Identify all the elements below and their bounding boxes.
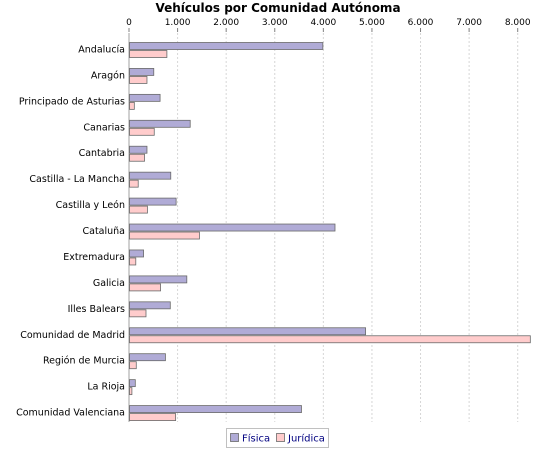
category-label: Aragón [91, 70, 125, 81]
bar-fisica [129, 353, 166, 362]
bar-fisica [129, 327, 367, 336]
bar-juridica [129, 361, 137, 370]
bar-juridica [129, 283, 161, 292]
bar-fisica [129, 249, 144, 258]
bar-juridica [129, 413, 177, 421]
bar-juridica [129, 76, 148, 84]
legend-swatch [230, 433, 239, 442]
category-label: Comunidad de Madrid [20, 330, 125, 341]
bar-fisica [129, 223, 336, 232]
bar-juridica [129, 309, 147, 318]
bar-juridica [129, 205, 148, 214]
bar-fisica [129, 405, 302, 413]
category-label: Principado de Asturias [19, 96, 125, 107]
category-label: Castilla y León [56, 200, 125, 211]
bar-fisica [129, 93, 161, 102]
bar-fisica [129, 379, 136, 388]
bar-fisica [129, 42, 324, 50]
category-label: Región de Murcia [43, 356, 125, 367]
bar-juridica [129, 153, 145, 162]
bar-juridica [129, 335, 531, 344]
bar-juridica [129, 257, 137, 266]
category-label: Comunidad Valenciana [16, 408, 125, 419]
legend: Física Jurídica [226, 428, 329, 448]
bar-fisica [129, 119, 191, 128]
bar-juridica [129, 50, 168, 58]
category-label: Castilla - La Mancha [29, 174, 125, 185]
legend-label: Física [242, 433, 270, 445]
x-tick-label: 3.000 [262, 18, 288, 28]
bar-juridica [129, 127, 155, 136]
category-label: Canarias [83, 122, 125, 133]
category-labels: Andalucía Aragón Principado de Asturias Can… [16, 45, 125, 419]
x-tick-label: 1.000 [165, 18, 191, 28]
bar-fisica [129, 171, 172, 180]
bar-fisica [129, 301, 171, 310]
category-label: Andalucía [78, 45, 125, 56]
chart-title: Vehículos por Comunidad Autónoma [155, 1, 400, 15]
bar-juridica [129, 101, 135, 110]
x-tick-label: 6.000 [408, 18, 434, 28]
category-label: Cataluña [82, 226, 125, 237]
bar-fisica [129, 197, 177, 206]
legend-swatch [276, 433, 285, 442]
x-tick-label: 5.000 [359, 18, 385, 28]
category-label: La Rioja [87, 382, 125, 393]
bars [129, 42, 531, 421]
bar-juridica [129, 179, 139, 188]
x-tick-label: 4.000 [310, 18, 336, 28]
bar-fisica [129, 275, 188, 284]
category-label: Extremadura [63, 252, 125, 263]
x-axis: 0 1.000 2.000 3.000 4.000 5.000 6.000 7.000 8.00… [126, 18, 531, 422]
category-label: Galicia [93, 278, 125, 289]
x-tick-label: 8.000 [505, 18, 531, 28]
x-tick-label: 2.000 [213, 18, 239, 28]
bar-juridica [129, 231, 200, 240]
legend-label: Jurídica [287, 433, 325, 445]
category-label: Illes Balears [68, 304, 125, 315]
bar-fisica [129, 145, 148, 154]
x-tick-label: 7.000 [456, 18, 482, 28]
bar-juridica [129, 387, 133, 396]
bar-fisica [129, 68, 155, 76]
x-tick-label: 0 [126, 18, 132, 28]
category-label: Cantabria [79, 148, 125, 159]
